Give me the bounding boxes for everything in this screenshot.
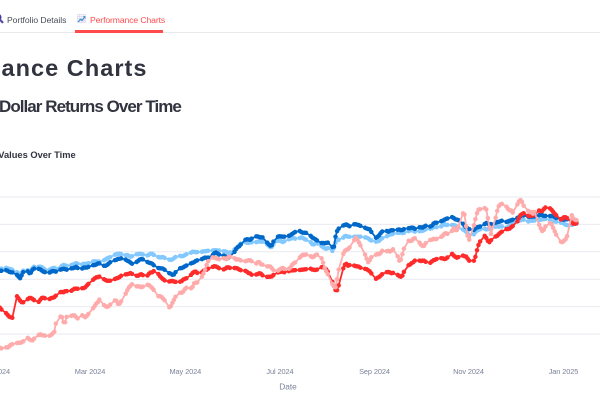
svg-text:May 2024: May 2024 xyxy=(169,367,201,376)
svg-text:Nov 2024: Nov 2024 xyxy=(453,367,484,376)
svg-text:Jan 2025: Jan 2025 xyxy=(549,367,579,376)
svg-text:Date: Date xyxy=(279,381,297,391)
svg-text:Mar 2024: Mar 2024 xyxy=(75,367,105,376)
svg-text:Portfolio Values Over Time: Portfolio Values Over Time xyxy=(0,150,76,160)
svg-text:Sep 2024: Sep 2024 xyxy=(359,367,390,376)
svg-text:Jan 2024: Jan 2024 xyxy=(0,367,10,376)
svg-text:Jul 2024: Jul 2024 xyxy=(266,367,293,376)
